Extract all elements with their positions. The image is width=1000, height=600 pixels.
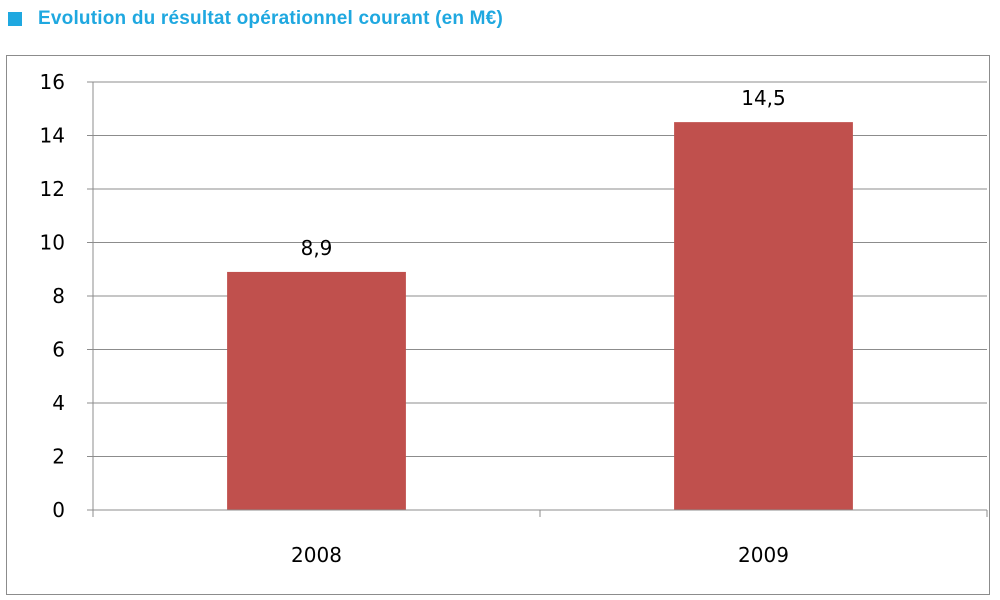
y-tick-label: 4 [52,391,65,415]
y-tick-label: 8 [52,284,65,308]
axes [87,81,988,517]
bars [227,122,853,510]
y-tick-label: 2 [52,445,65,469]
y-tick-label: 6 [52,338,65,362]
data-label-2009: 14,5 [741,86,786,110]
bar-chart: 0 2 4 6 8 10 12 14 16 8,9 2008 14,5 2009 [40,70,988,567]
chart-heading: Evolution du résultat opérationnel coura… [38,8,503,29]
chart-header: Evolution du résultat opérationnel coura… [8,4,503,34]
chart-frame: 0 2 4 6 8 10 12 14 16 8,9 2008 14,5 2009 [6,55,990,595]
bar-2009 [674,122,853,510]
y-tick-label: 12 [40,177,65,201]
y-tick-label: 14 [40,124,65,148]
bar-2008 [227,271,406,510]
y-tick-label: 10 [40,231,65,255]
labels: 0 2 4 6 8 10 12 14 16 8,9 2008 14,5 2009 [40,70,789,567]
y-tick-label: 16 [40,70,65,94]
data-label-2008: 8,9 [301,236,333,260]
square-bullet-icon [8,12,22,26]
x-tick-label-2009: 2009 [738,543,789,567]
y-tick-label: 0 [52,498,65,522]
x-tick-label-2008: 2008 [291,543,342,567]
